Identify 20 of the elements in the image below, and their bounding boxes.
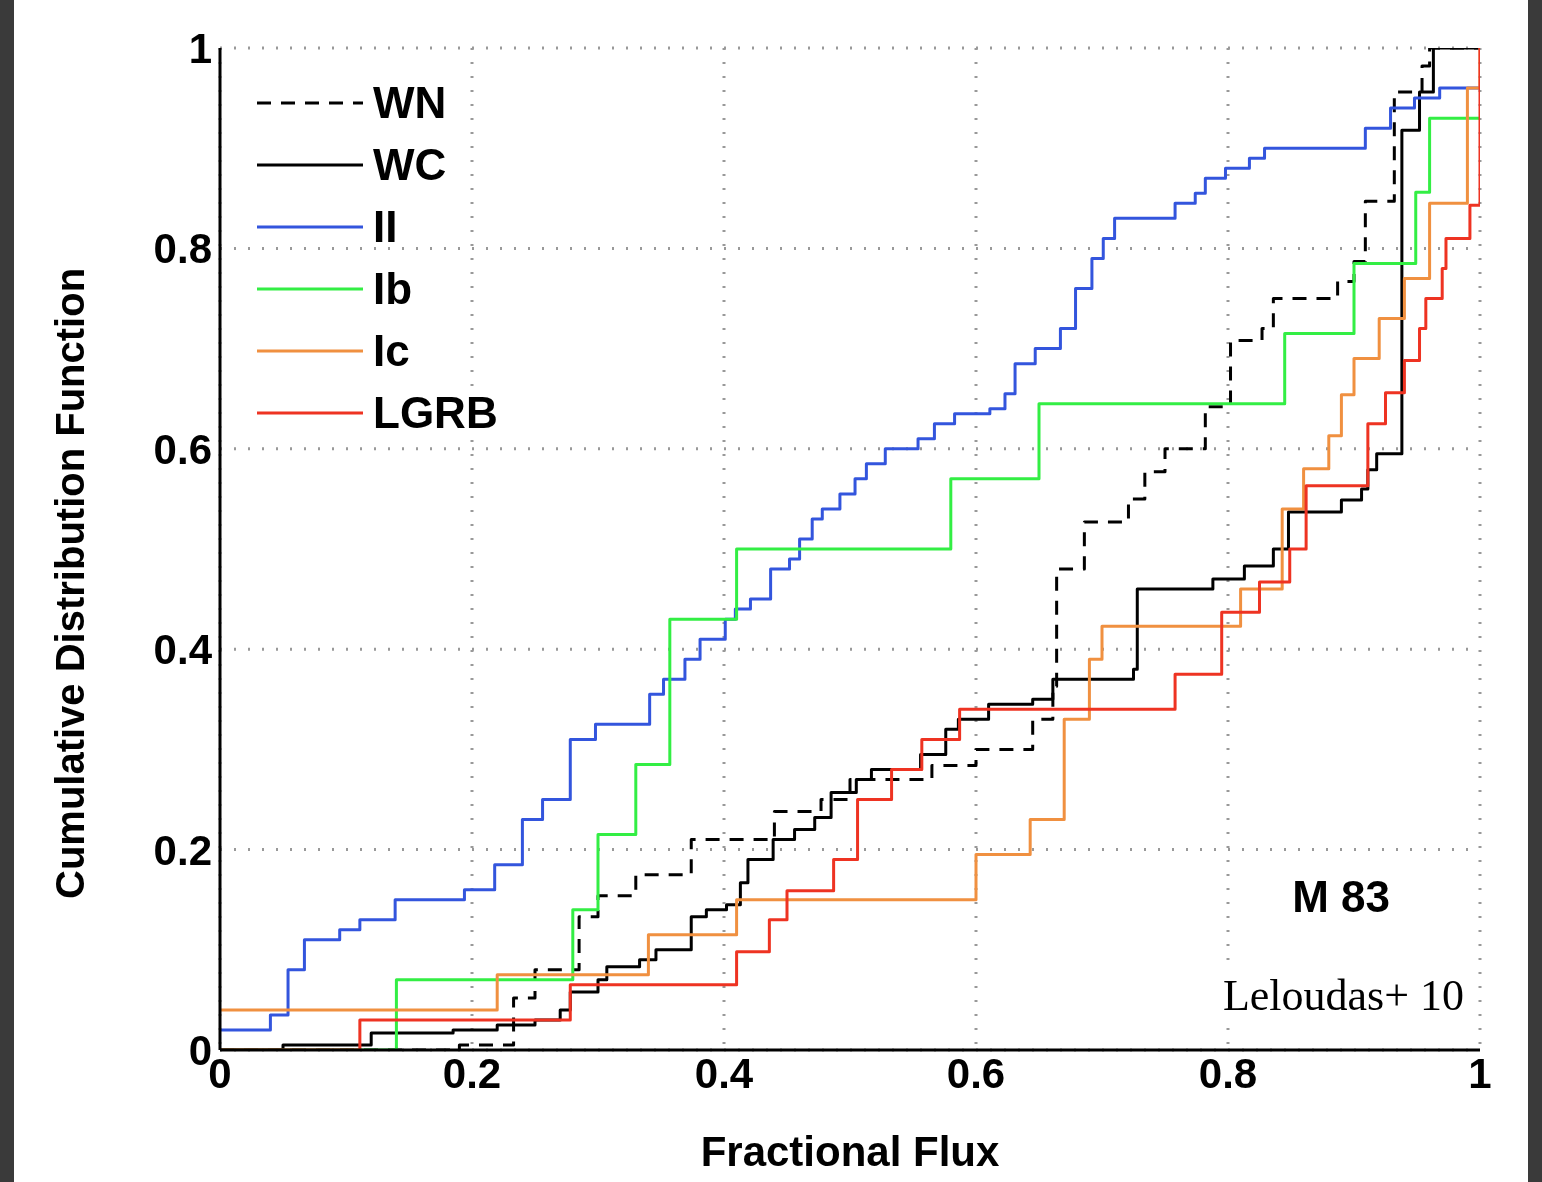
- y-tick-label: 0.4: [153, 626, 213, 674]
- y-tick-label: 1: [188, 24, 212, 72]
- legend-label: Ic: [373, 325, 410, 377]
- y-tick-label: 0.2: [153, 826, 212, 874]
- legend-label: WN: [373, 77, 447, 129]
- x-tick-label: 0.2: [442, 1049, 502, 1097]
- y-tick-label: 0.6: [153, 425, 212, 473]
- legend-label: Ib: [373, 263, 413, 315]
- x-tick-label: 0.8: [1198, 1049, 1258, 1097]
- y-axis-title: Cumulative Distribution Function: [48, 267, 93, 899]
- y-tick-label: 0.8: [153, 225, 212, 273]
- x-tick-label: 0.6: [946, 1049, 1006, 1097]
- annotation: M 83: [1292, 872, 1390, 922]
- x-axis-title: Fractional Flux: [700, 1128, 1000, 1175]
- legend-label: II: [373, 201, 398, 253]
- legend-label: WC: [373, 139, 447, 191]
- x-tick-label: 1: [1468, 1049, 1492, 1097]
- annotation: Leloudas+ 10: [1222, 970, 1464, 1021]
- x-tick-label: 0.4: [694, 1049, 754, 1097]
- legend-label: LGRB: [373, 387, 498, 439]
